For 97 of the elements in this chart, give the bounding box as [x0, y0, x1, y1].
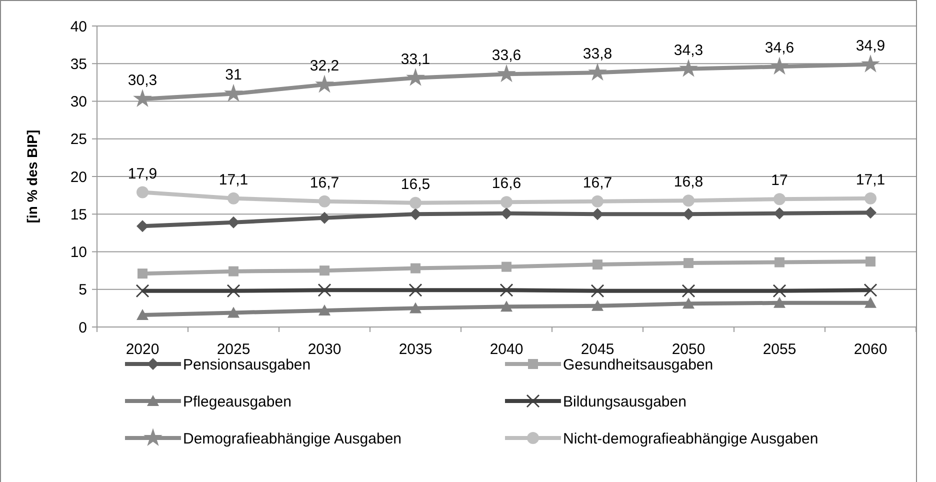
point: [410, 263, 420, 274]
point: [592, 208, 604, 220]
data-label: 33,1: [400, 50, 430, 68]
y-axis-title: [in % des BIP]: [24, 130, 40, 224]
point: [408, 283, 422, 297]
point: [410, 196, 422, 209]
point: [592, 300, 604, 311]
point: [866, 256, 876, 267]
x-tick-label: 2055: [762, 341, 796, 358]
x-tick-label: 2050: [672, 341, 706, 358]
point: [224, 84, 243, 102]
point: [864, 283, 878, 297]
y-tick-label: 20: [70, 168, 87, 186]
point: [318, 283, 332, 297]
x-tick-label: 2040: [490, 341, 524, 358]
point: [133, 89, 152, 107]
data-label: 16,6: [492, 175, 522, 192]
point: [864, 206, 876, 219]
point: [320, 266, 330, 276]
point: [500, 207, 512, 220]
data-label: 16,7: [582, 174, 612, 192]
y-tick-label: 10: [70, 244, 87, 261]
point: [500, 300, 512, 312]
y-tick-label: 40: [70, 18, 87, 36]
data-label: 16,7: [310, 174, 340, 192]
point: [772, 284, 786, 298]
point: [682, 298, 694, 309]
point: [590, 284, 604, 298]
point: [226, 284, 240, 298]
point: [592, 260, 602, 270]
y-tick-label: 35: [70, 56, 87, 73]
x-tick-label: 2020: [126, 341, 160, 358]
y-tick-label: 25: [70, 131, 87, 148]
point: [406, 68, 425, 86]
data-label: 32,2: [310, 58, 340, 75]
point: [318, 212, 330, 224]
legend-label: Nicht-demografieabhängige Ausgaben: [563, 430, 818, 448]
point: [864, 192, 876, 204]
point: [497, 64, 516, 82]
y-tick-label: 5: [78, 282, 87, 299]
point: [774, 193, 786, 206]
point: [500, 283, 514, 297]
point: [588, 62, 607, 81]
point: [318, 304, 330, 316]
point: [679, 58, 698, 77]
x-tick-label: 2035: [398, 341, 432, 358]
point: [136, 186, 148, 198]
point: [138, 268, 148, 279]
y-tick-label: 15: [70, 206, 87, 224]
legend-label: Gesundheitsausgaben: [563, 356, 714, 374]
point: [500, 196, 512, 208]
y-tick-label: 30: [70, 94, 87, 110]
data-label: 17,9: [128, 165, 158, 182]
data-label: 16,8: [674, 174, 704, 191]
point: [502, 262, 512, 272]
x-tick-label: 2060: [854, 341, 888, 358]
point: [682, 208, 694, 220]
legend-label: Pflegeausgaben: [183, 393, 292, 410]
data-label: 30,3: [128, 72, 158, 89]
point: [770, 56, 789, 75]
data-label: 34,3: [674, 42, 704, 59]
point: [315, 74, 334, 93]
point: [228, 266, 238, 276]
data-label: 17: [771, 172, 788, 190]
x-tick-label: 2030: [308, 341, 342, 358]
point: [592, 195, 604, 208]
point: [774, 257, 784, 268]
point: [228, 216, 240, 228]
legend-label: Bildungsausgaben: [563, 393, 686, 410]
data-label: 16,5: [400, 176, 430, 193]
data-label: 34,9: [856, 37, 886, 54]
point: [682, 194, 694, 207]
data-label: 33,8: [582, 46, 612, 63]
point: [410, 208, 422, 220]
point: [136, 284, 150, 298]
point: [684, 258, 694, 268]
point: [228, 306, 240, 318]
point: [682, 284, 696, 298]
data-label: 31: [225, 66, 242, 84]
y-tick-label: 0: [78, 319, 87, 336]
data-label: 17,1: [218, 171, 248, 188]
point: [410, 302, 422, 314]
point: [861, 54, 880, 72]
data-label: 34,6: [764, 40, 794, 57]
x-tick-label: 2045: [580, 341, 614, 358]
legend-label: Demografieabhängige Ausgaben: [183, 430, 402, 448]
point: [774, 296, 786, 308]
point: [774, 207, 786, 220]
data-label: 33,6: [492, 47, 522, 64]
point: [136, 220, 148, 232]
point: [318, 195, 330, 208]
point: [864, 296, 876, 308]
data-label: 17,1: [856, 171, 886, 188]
x-tick-label: 2025: [216, 341, 250, 358]
point: [228, 192, 240, 204]
legend-label: Pensionsausgaben: [183, 356, 311, 374]
point: [136, 308, 148, 320]
